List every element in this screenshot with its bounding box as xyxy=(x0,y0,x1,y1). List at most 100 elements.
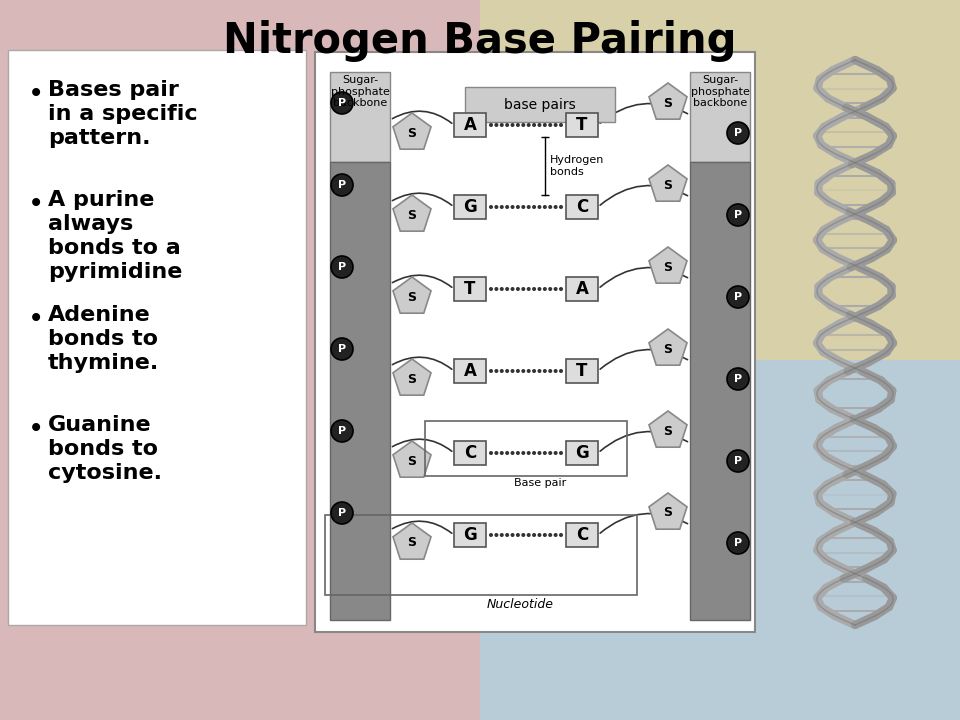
Polygon shape xyxy=(649,83,687,120)
Polygon shape xyxy=(649,493,687,529)
Circle shape xyxy=(516,287,520,291)
Circle shape xyxy=(727,204,749,226)
Circle shape xyxy=(500,451,504,455)
Circle shape xyxy=(548,205,552,209)
Bar xyxy=(454,441,486,465)
Text: S: S xyxy=(407,209,417,222)
Bar xyxy=(566,523,598,547)
Circle shape xyxy=(554,205,558,209)
Bar xyxy=(330,162,390,620)
Circle shape xyxy=(494,533,498,537)
Circle shape xyxy=(521,123,525,127)
Text: Adenine
bonds to
thymine.: Adenine bonds to thymine. xyxy=(48,305,159,373)
Circle shape xyxy=(527,205,531,209)
Text: S: S xyxy=(663,96,673,109)
Circle shape xyxy=(511,287,515,291)
Text: P: P xyxy=(734,128,742,138)
Polygon shape xyxy=(480,0,960,360)
Text: P: P xyxy=(734,210,742,220)
Circle shape xyxy=(538,287,541,291)
Text: •: • xyxy=(28,190,44,218)
Circle shape xyxy=(516,369,520,373)
Circle shape xyxy=(542,369,547,373)
Circle shape xyxy=(559,287,563,291)
Text: A purine
always
bonds to a
pyrimidine: A purine always bonds to a pyrimidine xyxy=(48,190,182,282)
Circle shape xyxy=(516,451,520,455)
Text: S: S xyxy=(407,454,417,467)
Bar xyxy=(566,195,598,219)
Bar xyxy=(566,441,598,465)
Bar xyxy=(315,52,755,632)
Text: •: • xyxy=(28,415,44,443)
Circle shape xyxy=(554,451,558,455)
Polygon shape xyxy=(393,523,431,559)
Text: Hydrogen
bonds: Hydrogen bonds xyxy=(550,156,605,177)
Text: T: T xyxy=(576,116,588,134)
Text: C: C xyxy=(464,444,476,462)
Bar xyxy=(454,113,486,137)
Text: P: P xyxy=(734,456,742,466)
Text: S: S xyxy=(663,179,673,192)
Polygon shape xyxy=(649,329,687,365)
Circle shape xyxy=(500,369,504,373)
Circle shape xyxy=(542,287,547,291)
Text: P: P xyxy=(734,538,742,548)
Polygon shape xyxy=(649,165,687,201)
Circle shape xyxy=(511,451,515,455)
Circle shape xyxy=(500,287,504,291)
Text: P: P xyxy=(338,262,346,272)
Circle shape xyxy=(554,369,558,373)
Circle shape xyxy=(542,205,547,209)
Text: Sugar-
phosphate
backbone: Sugar- phosphate backbone xyxy=(330,75,390,108)
Circle shape xyxy=(505,451,509,455)
Circle shape xyxy=(505,533,509,537)
Circle shape xyxy=(489,287,493,291)
Bar xyxy=(425,420,627,475)
Circle shape xyxy=(538,533,541,537)
Text: Nitrogen Base Pairing: Nitrogen Base Pairing xyxy=(224,20,736,62)
Circle shape xyxy=(500,123,504,127)
Circle shape xyxy=(548,533,552,537)
Circle shape xyxy=(542,533,547,537)
Circle shape xyxy=(554,123,558,127)
Circle shape xyxy=(559,369,563,373)
Circle shape xyxy=(511,369,515,373)
Circle shape xyxy=(532,533,536,537)
Circle shape xyxy=(516,533,520,537)
Text: P: P xyxy=(734,374,742,384)
Text: S: S xyxy=(663,425,673,438)
Bar xyxy=(454,359,486,383)
Circle shape xyxy=(548,287,552,291)
Bar xyxy=(465,87,615,122)
Circle shape xyxy=(521,451,525,455)
Text: G: G xyxy=(463,526,477,544)
Circle shape xyxy=(727,532,749,554)
Circle shape xyxy=(489,533,493,537)
Circle shape xyxy=(727,450,749,472)
Circle shape xyxy=(532,205,536,209)
Text: S: S xyxy=(407,127,417,140)
Polygon shape xyxy=(393,441,431,477)
Circle shape xyxy=(505,369,509,373)
Circle shape xyxy=(494,205,498,209)
Text: T: T xyxy=(576,362,588,380)
Circle shape xyxy=(532,287,536,291)
Bar xyxy=(566,113,598,137)
Circle shape xyxy=(505,123,509,127)
Circle shape xyxy=(331,502,353,524)
Circle shape xyxy=(727,122,749,144)
Text: A: A xyxy=(464,362,476,380)
Polygon shape xyxy=(649,247,687,283)
Circle shape xyxy=(559,451,563,455)
Circle shape xyxy=(538,205,541,209)
Circle shape xyxy=(511,205,515,209)
Circle shape xyxy=(331,338,353,360)
Bar xyxy=(8,50,306,625)
Text: Base pair: Base pair xyxy=(514,477,566,487)
Circle shape xyxy=(489,123,493,127)
Polygon shape xyxy=(393,359,431,395)
Circle shape xyxy=(542,451,547,455)
Text: A: A xyxy=(464,116,476,134)
Text: A: A xyxy=(576,280,588,298)
Circle shape xyxy=(511,533,515,537)
